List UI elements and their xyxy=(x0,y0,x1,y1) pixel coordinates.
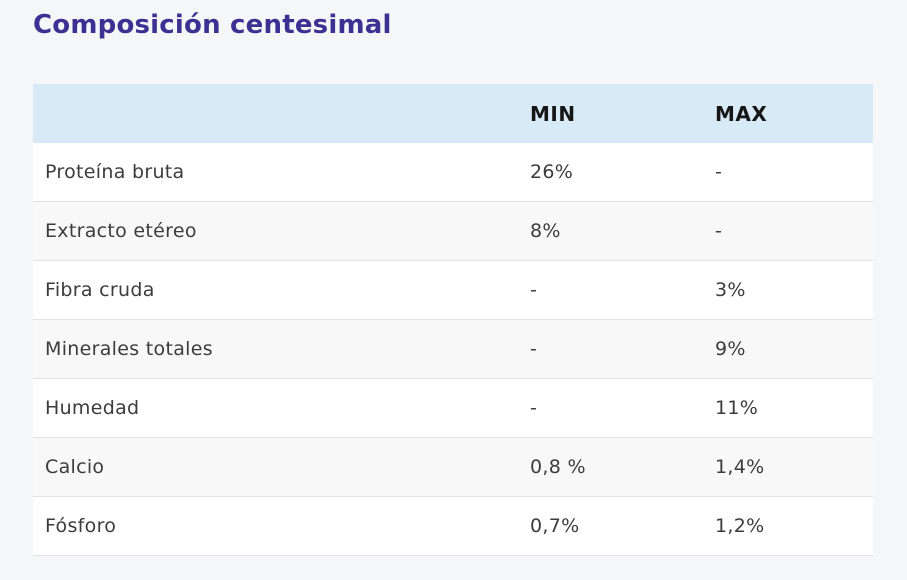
header-cell-max: MAX xyxy=(715,101,768,126)
table-row: Fósforo 0,7% 1,2% xyxy=(33,497,873,556)
cell-min: 0,7% xyxy=(530,515,580,537)
cell-min: 26% xyxy=(530,161,574,183)
table-row: Extracto etéreo 8% - xyxy=(33,202,873,261)
table-header-row: MIN MAX xyxy=(33,84,873,143)
cell-max: 11% xyxy=(715,397,759,419)
cell-label: Extracto etéreo xyxy=(45,220,197,242)
cell-max: 1,2% xyxy=(715,515,765,537)
cell-min: 0,8 % xyxy=(530,456,586,478)
cell-label: Humedad xyxy=(45,397,140,419)
cell-max: 1,4% xyxy=(715,456,765,478)
cell-label: Fibra cruda xyxy=(45,279,155,301)
cell-min: 8% xyxy=(530,220,561,242)
cell-label: Minerales totales xyxy=(45,338,213,360)
header-cell-min: MIN xyxy=(530,101,576,126)
table-row: Fibra cruda - 3% xyxy=(33,261,873,320)
table-row: Calcio 0,8 % 1,4% xyxy=(33,438,873,497)
cell-max: 9% xyxy=(715,338,746,360)
cell-max: 3% xyxy=(715,279,746,301)
cell-min: - xyxy=(530,397,538,419)
table-row: Minerales totales - 9% xyxy=(33,320,873,379)
cell-label: Fósforo xyxy=(45,515,117,537)
page-title: Composición centesimal xyxy=(33,10,392,40)
cell-max: - xyxy=(715,220,723,242)
cell-min: - xyxy=(530,338,538,360)
cell-min: - xyxy=(530,279,538,301)
cell-label: Proteína bruta xyxy=(45,161,185,183)
composition-table: MIN MAX Proteína bruta 26% - Extracto et… xyxy=(33,84,873,556)
table-row: Humedad - 11% xyxy=(33,379,873,438)
table-row: Proteína bruta 26% - xyxy=(33,143,873,202)
cell-label: Calcio xyxy=(45,456,105,478)
cell-max: - xyxy=(715,161,723,183)
